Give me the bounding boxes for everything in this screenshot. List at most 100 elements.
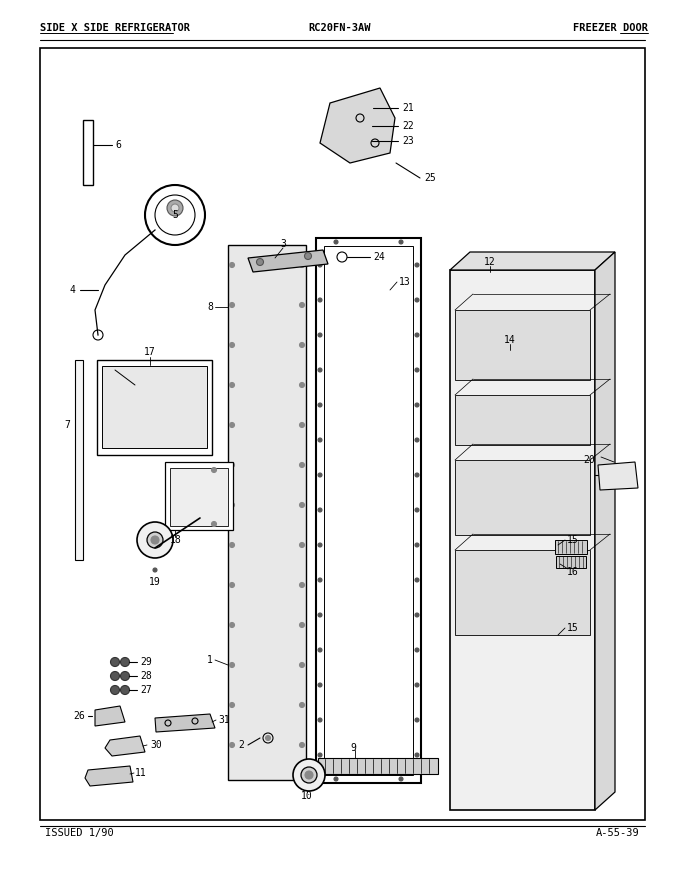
Circle shape — [415, 298, 419, 302]
Polygon shape — [85, 766, 133, 786]
Polygon shape — [595, 252, 615, 810]
Circle shape — [299, 742, 305, 748]
Circle shape — [301, 767, 317, 783]
Text: 18: 18 — [170, 535, 182, 545]
Bar — [318, 758, 438, 774]
Circle shape — [299, 622, 305, 627]
Circle shape — [318, 718, 322, 722]
Text: 16: 16 — [567, 567, 579, 577]
Circle shape — [110, 671, 120, 681]
Bar — [455, 310, 590, 380]
Circle shape — [120, 685, 129, 694]
Text: 30: 30 — [150, 740, 162, 750]
Polygon shape — [248, 250, 328, 272]
Circle shape — [318, 578, 322, 582]
Circle shape — [299, 582, 305, 587]
Circle shape — [153, 568, 157, 572]
Circle shape — [230, 383, 235, 387]
Circle shape — [356, 135, 368, 147]
Text: 26: 26 — [73, 711, 85, 721]
Text: 19: 19 — [149, 577, 161, 587]
Circle shape — [230, 662, 235, 668]
Text: 6: 6 — [115, 140, 121, 150]
Circle shape — [318, 648, 322, 652]
Circle shape — [167, 200, 183, 216]
Text: 23: 23 — [402, 136, 413, 146]
Circle shape — [334, 240, 338, 244]
Circle shape — [399, 240, 403, 244]
Text: 13: 13 — [399, 277, 411, 287]
Text: 29: 29 — [140, 657, 152, 667]
Circle shape — [415, 683, 419, 687]
Circle shape — [318, 333, 322, 337]
Circle shape — [137, 522, 173, 558]
Bar — [228, 245, 306, 780]
Text: 11: 11 — [135, 768, 147, 778]
Bar — [75, 360, 83, 560]
Text: 21: 21 — [402, 103, 413, 113]
Circle shape — [318, 368, 322, 372]
Text: 15: 15 — [567, 535, 579, 545]
Text: 5: 5 — [172, 210, 178, 220]
Circle shape — [299, 383, 305, 387]
Bar — [324, 246, 413, 775]
Text: SIDE X SIDE REFRIGERATOR: SIDE X SIDE REFRIGERATOR — [40, 23, 190, 33]
Circle shape — [265, 735, 271, 740]
Circle shape — [299, 662, 305, 668]
Bar — [165, 462, 233, 530]
Circle shape — [256, 258, 264, 265]
Bar — [450, 270, 595, 810]
Text: 24: 24 — [373, 252, 385, 262]
Text: 4: 4 — [69, 285, 75, 295]
Circle shape — [318, 473, 322, 477]
Circle shape — [299, 463, 305, 467]
Circle shape — [299, 423, 305, 427]
Circle shape — [230, 543, 235, 547]
Circle shape — [360, 121, 370, 131]
Text: 20: 20 — [583, 455, 595, 465]
Text: 17: 17 — [144, 347, 156, 357]
Circle shape — [415, 368, 419, 372]
Circle shape — [230, 423, 235, 427]
Circle shape — [151, 536, 159, 544]
Bar — [455, 550, 590, 635]
Circle shape — [299, 263, 305, 268]
Text: RC20FN-3AW: RC20FN-3AW — [309, 23, 371, 33]
Circle shape — [415, 438, 419, 442]
Bar — [170, 468, 228, 526]
Circle shape — [415, 333, 419, 337]
Bar — [102, 366, 207, 448]
Circle shape — [334, 777, 338, 781]
Circle shape — [415, 718, 419, 722]
Circle shape — [318, 263, 322, 267]
Text: 25: 25 — [424, 173, 436, 183]
Circle shape — [120, 658, 129, 667]
Text: 14: 14 — [504, 335, 516, 345]
Text: 31: 31 — [218, 715, 230, 725]
Circle shape — [367, 105, 373, 111]
Text: 1: 1 — [207, 655, 213, 665]
Circle shape — [230, 622, 235, 627]
Circle shape — [230, 343, 235, 347]
Circle shape — [415, 473, 419, 477]
Text: 7: 7 — [64, 420, 70, 430]
Polygon shape — [95, 706, 125, 726]
Text: 3: 3 — [280, 239, 286, 249]
Circle shape — [318, 543, 322, 547]
Circle shape — [110, 685, 120, 694]
Text: 9: 9 — [350, 743, 356, 753]
Circle shape — [299, 702, 305, 708]
Text: 8: 8 — [207, 302, 213, 312]
Polygon shape — [320, 88, 395, 163]
Circle shape — [230, 702, 235, 708]
Circle shape — [230, 503, 235, 507]
Circle shape — [318, 438, 322, 442]
Circle shape — [318, 298, 322, 302]
Circle shape — [362, 124, 367, 128]
Circle shape — [318, 683, 322, 687]
Circle shape — [230, 742, 235, 748]
Text: 12: 12 — [484, 257, 496, 267]
Circle shape — [293, 759, 325, 791]
Polygon shape — [598, 462, 638, 490]
Bar — [455, 460, 590, 535]
